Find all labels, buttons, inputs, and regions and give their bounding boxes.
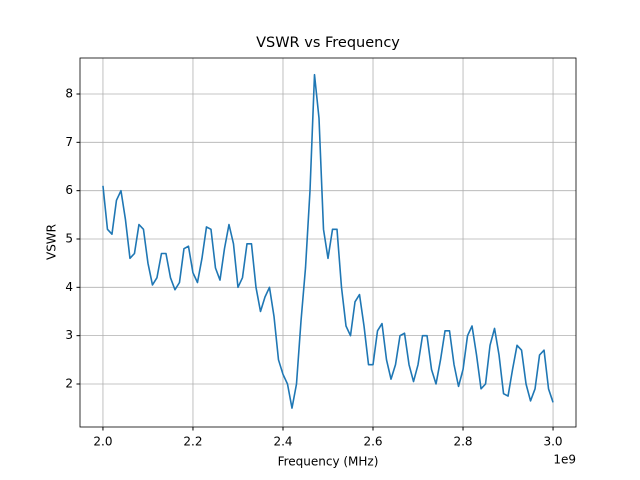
chart-title: VSWR vs Frequency	[256, 35, 400, 51]
x-tick-label: 2.6	[363, 435, 382, 449]
plot-frame	[79, 57, 577, 428]
x-offset-label: 1e9	[553, 453, 576, 467]
y-tick-label: 7	[65, 135, 73, 149]
y-tick-label: 3	[65, 328, 73, 342]
x-axis-label: Frequency (MHz)	[278, 455, 379, 469]
x-tick-label: 2.0	[93, 435, 112, 449]
x-tick-label: 3.0	[543, 435, 562, 449]
x-tick-label: 2.4	[273, 435, 292, 449]
data-line	[102, 73, 554, 409]
y-tick-label: 8	[65, 87, 73, 101]
y-tick-label: 6	[65, 183, 73, 197]
y-tick-label: 5	[65, 231, 73, 245]
x-tick-label: 2.2	[183, 435, 202, 449]
y-axis-label: VSWR	[45, 224, 59, 260]
y-tick-label: 4	[65, 280, 73, 294]
y-tick-label: 2	[65, 376, 73, 390]
x-tick-label: 2.8	[453, 435, 472, 449]
